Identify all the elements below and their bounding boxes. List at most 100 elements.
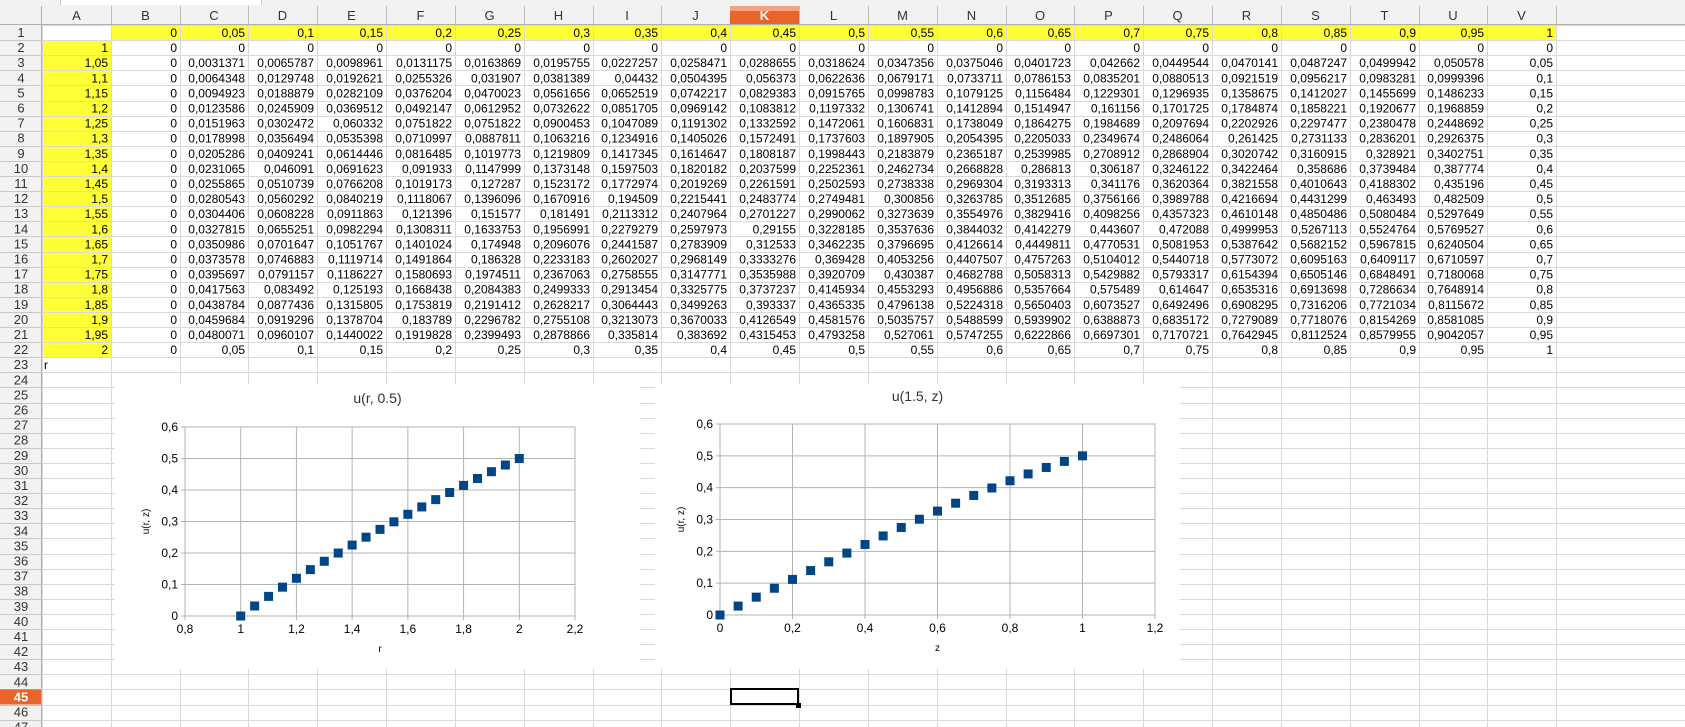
column-header-p[interactable]: P bbox=[1104, 8, 1113, 23]
cell-value[interactable]: 0,85 bbox=[1324, 26, 1348, 40]
cell-value[interactable]: 0,0347356 bbox=[877, 56, 934, 70]
cell-value[interactable]: 0,186328 bbox=[471, 253, 521, 267]
cell-value[interactable]: 0,1019173 bbox=[395, 177, 452, 191]
cell-value[interactable]: 0,4770531 bbox=[1083, 237, 1140, 251]
cell-value[interactable]: 0,4407507 bbox=[946, 253, 1003, 267]
cell-value[interactable]: 1,25 bbox=[85, 117, 109, 131]
cell-value[interactable]: 0,0449544 bbox=[1152, 56, 1209, 70]
cell-value[interactable]: 0,3739484 bbox=[1359, 162, 1416, 176]
cell-value[interactable]: 0,7718076 bbox=[1290, 313, 1347, 327]
cell-value[interactable]: 1 bbox=[1546, 343, 1553, 357]
cell-value[interactable]: 0,472088 bbox=[1159, 222, 1209, 236]
cell-value[interactable]: 0,3422464 bbox=[1221, 162, 1278, 176]
cell-value[interactable]: 0,4 bbox=[710, 26, 727, 40]
cell-value[interactable]: 0,7180068 bbox=[1427, 268, 1484, 282]
cell-value[interactable]: 0,6492496 bbox=[1152, 298, 1209, 312]
cell-value[interactable]: 0,183789 bbox=[402, 313, 452, 327]
cell-value[interactable]: 0,8 bbox=[1536, 283, 1553, 297]
cell-value[interactable]: 0,0535398 bbox=[326, 132, 383, 146]
cell-value[interactable]: 0 bbox=[170, 222, 177, 236]
cell-value[interactable]: 0,4315453 bbox=[739, 328, 796, 342]
cell-value[interactable]: 0,8581085 bbox=[1427, 313, 1484, 327]
row-header[interactable]: 21 bbox=[14, 327, 28, 342]
cell-value[interactable]: 0,6222866 bbox=[1014, 328, 1071, 342]
column-header-j[interactable]: J bbox=[692, 8, 699, 23]
row-header[interactable]: 20 bbox=[14, 312, 28, 327]
cell-value[interactable]: 0,060332 bbox=[333, 117, 383, 131]
cell-value[interactable]: 0,0622636 bbox=[808, 71, 865, 85]
cell-value[interactable]: 0,3 bbox=[573, 26, 590, 40]
cell-value[interactable]: 0,4142279 bbox=[1014, 222, 1071, 236]
cell-value[interactable]: 0,1919828 bbox=[395, 328, 452, 342]
cell-value[interactable]: 0,161156 bbox=[1091, 102, 1140, 116]
cell-value[interactable]: 0,2261591 bbox=[739, 177, 796, 191]
cell-value[interactable]: 0,0192621 bbox=[326, 71, 383, 85]
cell-value[interactable]: 0,1737603 bbox=[808, 132, 865, 146]
row-header[interactable]: 22 bbox=[14, 342, 28, 357]
cell-value[interactable]: 0,0742217 bbox=[670, 86, 727, 100]
row-header[interactable]: 4 bbox=[17, 70, 24, 85]
cell-value[interactable]: 0 bbox=[651, 41, 658, 55]
cell-value[interactable]: 0,1668438 bbox=[395, 283, 452, 297]
row-header[interactable]: 42 bbox=[14, 644, 28, 659]
cell-value[interactable]: 0,65 bbox=[1048, 343, 1072, 357]
cell-value[interactable]: 0 bbox=[170, 162, 177, 176]
cell-value[interactable]: 0,0919296 bbox=[257, 313, 314, 327]
cell-value[interactable]: 0,3325775 bbox=[670, 283, 727, 297]
cell-value[interactable]: 0 bbox=[307, 41, 314, 55]
column-header-f[interactable]: F bbox=[417, 8, 425, 23]
cell-value[interactable]: 0,2097694 bbox=[1152, 117, 1209, 131]
cell-value[interactable]: 0,0288655 bbox=[739, 56, 796, 70]
cell-value[interactable]: 0,2380478 bbox=[1359, 117, 1416, 131]
cell-value[interactable]: 0,5769527 bbox=[1427, 222, 1484, 236]
column-header-t[interactable]: T bbox=[1381, 8, 1389, 23]
cell-value[interactable]: 0,0409241 bbox=[257, 147, 314, 161]
cell-value[interactable]: 0 bbox=[170, 102, 177, 116]
column-header-r[interactable]: R bbox=[1242, 8, 1251, 23]
cell-value[interactable]: 0,2 bbox=[1536, 102, 1553, 116]
row-header[interactable]: 9 bbox=[17, 146, 24, 161]
cell-value[interactable]: 0,3193313 bbox=[1014, 177, 1071, 191]
row-header[interactable]: 43 bbox=[14, 659, 28, 674]
cell-value[interactable]: 0,0094923 bbox=[188, 86, 245, 100]
cell-cursor[interactable] bbox=[730, 688, 799, 706]
cell-value[interactable]: 0,2878866 bbox=[533, 328, 590, 342]
cell-value[interactable]: 0,2019269 bbox=[670, 177, 727, 191]
cell-value[interactable]: 0,2215441 bbox=[670, 192, 727, 206]
row-header[interactable]: 19 bbox=[14, 297, 28, 312]
cell-value[interactable]: 0,335814 bbox=[608, 328, 658, 342]
cell-value[interactable]: 0,4581576 bbox=[808, 313, 865, 327]
cell-value[interactable]: 1,75 bbox=[85, 268, 109, 282]
cell-value[interactable]: 0,1701725 bbox=[1152, 102, 1209, 116]
cell-value[interactable]: 0,1455699 bbox=[1359, 86, 1416, 100]
cell-value[interactable]: 0,2483774 bbox=[739, 192, 796, 206]
cell-value[interactable]: 0,0492147 bbox=[395, 102, 452, 116]
cell-value[interactable]: 0 bbox=[170, 313, 177, 327]
cell-value[interactable]: 0,1897905 bbox=[877, 132, 934, 146]
cell-value[interactable]: 0,3246122 bbox=[1152, 162, 1209, 176]
cell-value[interactable]: 0,5524764 bbox=[1359, 222, 1416, 236]
column-header-c[interactable]: C bbox=[209, 8, 218, 23]
cell-value[interactable]: 0,3 bbox=[1536, 132, 1553, 146]
cell-value[interactable]: 0,0504395 bbox=[670, 71, 727, 85]
cell-value[interactable]: 0 bbox=[170, 253, 177, 267]
cell-value[interactable]: 0,7648914 bbox=[1427, 283, 1484, 297]
cell-value[interactable]: 0,0612952 bbox=[464, 102, 521, 116]
cell-value[interactable]: 0,0982294 bbox=[326, 222, 383, 236]
column-header-g[interactable]: G bbox=[484, 8, 494, 23]
column-header-s[interactable]: S bbox=[1311, 8, 1320, 23]
cell-value[interactable]: 0,1191302 bbox=[671, 117, 727, 131]
cell-value[interactable]: 0,1956991 bbox=[533, 222, 590, 236]
cell-value[interactable]: 0 bbox=[170, 41, 177, 55]
cell-value[interactable]: 0,5682152 bbox=[1290, 237, 1347, 251]
cell-value[interactable]: 0,0732622 bbox=[533, 102, 590, 116]
cell-value[interactable]: 0,7316206 bbox=[1290, 298, 1347, 312]
cell-value[interactable]: 0,1 bbox=[297, 26, 314, 40]
cell-value[interactable]: 0,2252361 bbox=[808, 162, 865, 176]
cell-value[interactable]: 0,4365335 bbox=[808, 298, 865, 312]
cell-value[interactable]: 0,0480071 bbox=[188, 328, 245, 342]
cell-value[interactable]: 0,2084383 bbox=[464, 283, 521, 297]
cell-value[interactable]: 0,1358675 bbox=[1221, 86, 1278, 100]
cell-value[interactable]: 0,65 bbox=[1530, 237, 1554, 251]
cell-value[interactable]: 0,383692 bbox=[677, 328, 727, 342]
